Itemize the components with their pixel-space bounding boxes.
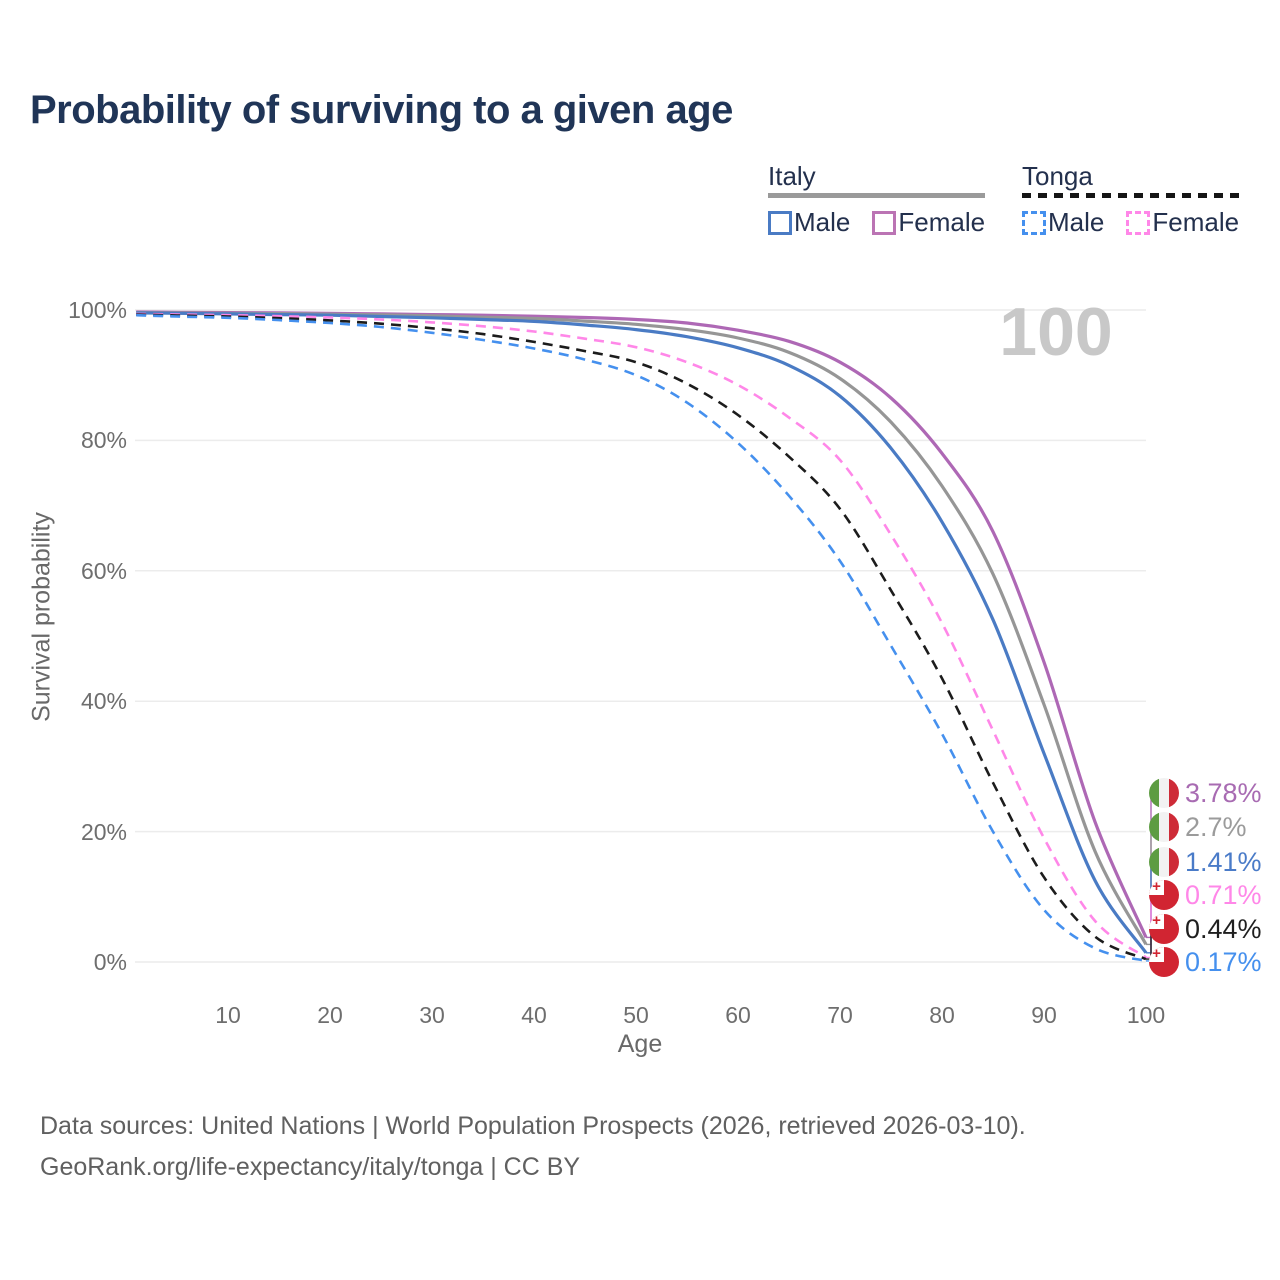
legend-group-title: Tonga — [1022, 161, 1093, 191]
legend-item-label: Female — [1152, 207, 1240, 237]
attribution-line: GeoRank.org/life-expectancy/italy/tonga … — [40, 1153, 581, 1181]
italy-line-style-swatch — [768, 193, 986, 198]
x-tick: 70 — [827, 1002, 853, 1028]
end-value: 0.17% — [1185, 947, 1262, 977]
italy-flag-icon — [1149, 778, 1179, 808]
x-tick: 90 — [1031, 1002, 1057, 1028]
x-tick: 80 — [929, 1002, 955, 1028]
x-tick: 20 — [317, 1002, 343, 1028]
series-line-tonga-total — [136, 313, 1147, 961]
end-label-tonga-female: 0.71% — [1149, 879, 1262, 911]
legend-group-italy: Italy Male Female — [768, 161, 986, 238]
italy-flag-icon — [1149, 812, 1179, 842]
end-value: 2.7% — [1185, 812, 1247, 842]
legend-item-tonga-male[interactable]: Male — [1022, 207, 1104, 238]
page-title: Probability of surviving to a given age — [30, 88, 733, 132]
italy-male-swatch-icon — [768, 210, 792, 235]
x-tick: 40 — [521, 1002, 547, 1028]
y-axis-label: Survival probability — [27, 512, 56, 722]
italy-female-swatch-icon — [872, 210, 897, 235]
hover-age-watermark: 100 — [999, 294, 1113, 370]
y-tick: 0% — [93, 949, 127, 975]
legend-item-italy-male[interactable]: Male — [768, 207, 850, 238]
italy-flag-icon — [1149, 847, 1179, 877]
tonga-female-swatch-icon — [1126, 210, 1151, 235]
y-tick: 60% — [80, 558, 127, 584]
tonga-line-style-swatch — [1022, 193, 1240, 198]
x-tick: 60 — [725, 1002, 751, 1028]
footer: Data sources: United Nations | World Pop… — [40, 1106, 1026, 1188]
series-line-italy-male — [136, 311, 1148, 954]
end-value: 0.71% — [1185, 880, 1262, 910]
series-line-italy-total — [136, 311, 1148, 946]
x-tick: 50 — [623, 1002, 649, 1028]
end-label-tonga-total: 0.44% — [1149, 913, 1262, 945]
data-source-line: Data sources: United Nations | World Pop… — [40, 1112, 1026, 1140]
y-tick: 100% — [68, 297, 127, 323]
end-value: 1.41% — [1185, 847, 1262, 877]
legend-item-label: Female — [898, 207, 986, 237]
y-tick: 80% — [80, 427, 127, 453]
legend-item-tonga-female[interactable]: Female — [1126, 207, 1239, 238]
end-label-italy-total: 2.7% — [1149, 811, 1247, 843]
tonga-flag-icon — [1149, 914, 1179, 944]
end-value: 3.78% — [1185, 778, 1262, 808]
tonga-flag-icon — [1149, 880, 1179, 910]
series-line-tonga-female — [136, 312, 1147, 959]
end-value: 0.44% — [1185, 914, 1262, 944]
series-line-tonga-male — [136, 313, 1147, 963]
legend-group-title: Italy — [768, 161, 816, 191]
x-tick: 10 — [215, 1002, 241, 1028]
x-tick: 30 — [419, 1002, 445, 1028]
legend-item-label: Male — [794, 207, 851, 237]
legend-group-tonga: Tonga Male Female — [1022, 161, 1240, 238]
end-label-tonga-male: 0.17% — [1149, 946, 1262, 978]
x-axis-label: Age — [617, 1030, 663, 1058]
y-tick: 40% — [80, 688, 127, 714]
tonga-male-swatch-icon — [1022, 210, 1046, 235]
end-label-italy-male: 1.41% — [1149, 846, 1262, 878]
legend-item-label: Male — [1048, 207, 1105, 237]
tonga-flag-icon — [1149, 947, 1179, 977]
legend-item-italy-female[interactable]: Female — [872, 207, 985, 238]
y-tick: 20% — [80, 819, 127, 845]
x-tick: 100 — [1126, 1002, 1166, 1028]
end-label-italy-female: 3.78% — [1149, 777, 1262, 809]
